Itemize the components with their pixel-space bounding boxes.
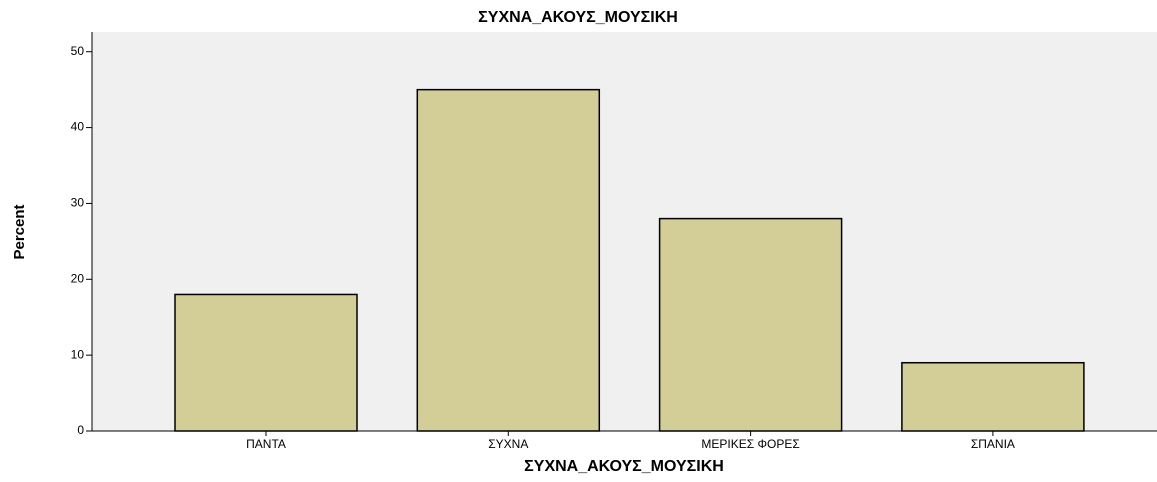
x-tick-label: ΠΑΝΤΑ — [246, 437, 286, 451]
x-tick-label: ΜΕΡΙΚΕΣ ΦΟΡΕΣ — [701, 437, 799, 451]
bar — [174, 293, 358, 432]
bar — [658, 217, 843, 432]
y-tick-label: 20 — [71, 271, 85, 285]
x-axis-label: ΣΥΧΝΑ_ΑΚΟΥΣ_ΜΟΥΣΙΚΗ — [524, 458, 724, 475]
y-tick-label: 50 — [71, 44, 85, 58]
x-tick-label: ΣΥΧΝΑ — [488, 437, 528, 451]
y-tick-label: 0 — [77, 423, 84, 437]
bar — [901, 361, 1085, 432]
chart-title: ΣΥΧΝΑ_ΑΚΟΥΣ_ΜΟΥΣΙΚΗ — [478, 9, 678, 26]
y-axis-label: Percent — [11, 204, 28, 259]
x-tick-label: ΣΠΑΝΙΑ — [971, 437, 1015, 451]
y-tick-label: 40 — [71, 120, 85, 134]
y-tick-label: 10 — [71, 347, 85, 361]
bar — [416, 88, 601, 432]
y-tick-label: 30 — [71, 196, 85, 210]
